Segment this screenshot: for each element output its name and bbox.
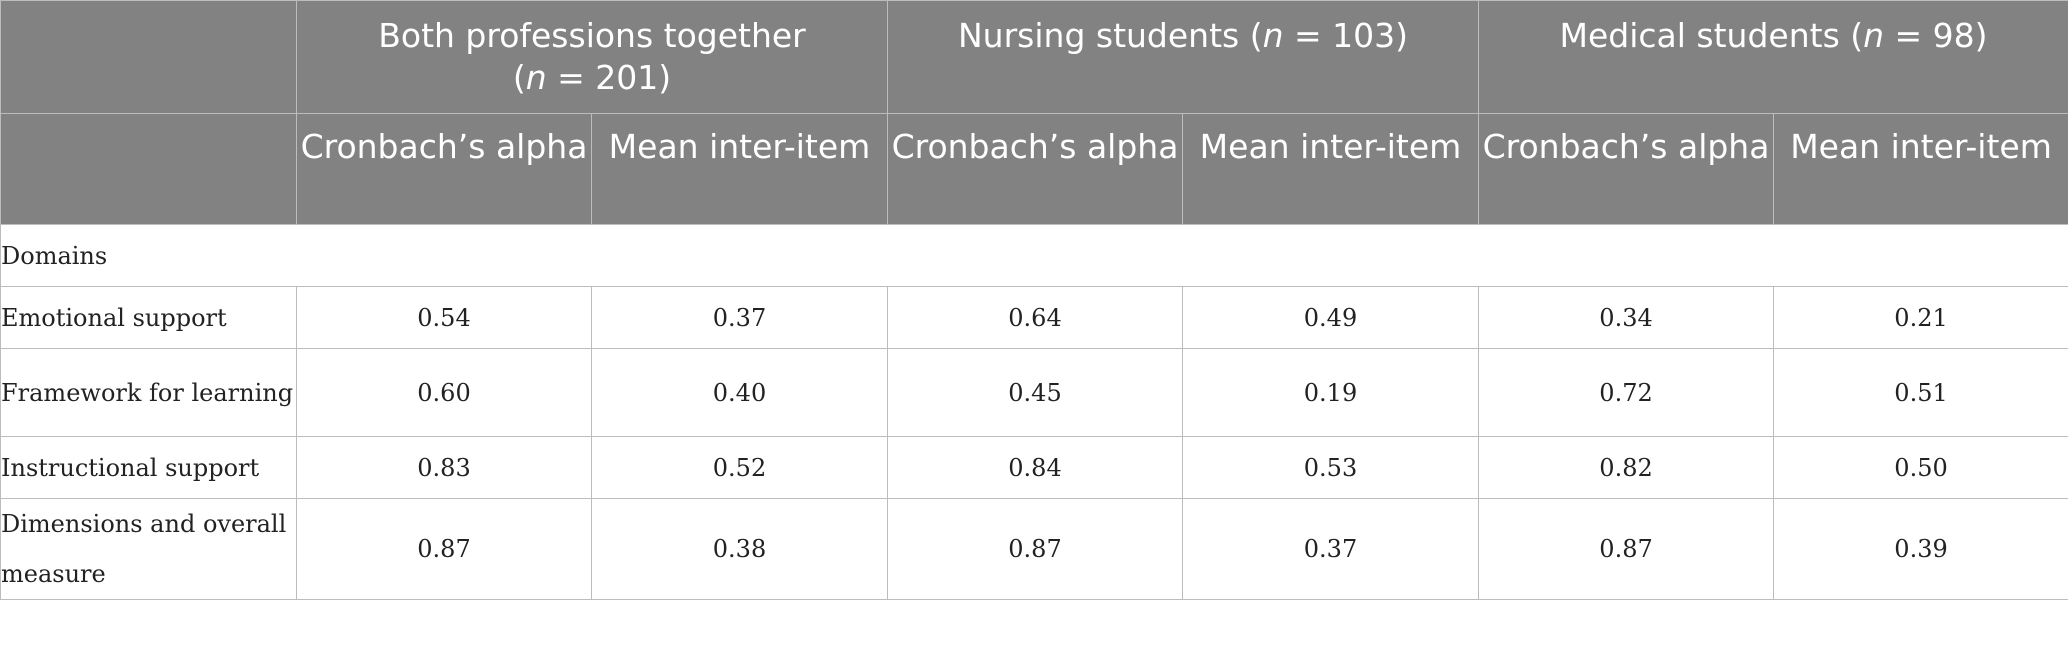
table-cell: 0.50: [1773, 436, 2068, 499]
table-cell: 0.40: [591, 348, 888, 437]
table-cell: 0.87: [1478, 498, 1775, 600]
row-label: Framework for learning: [0, 348, 297, 437]
section-row: Domains: [0, 224, 2068, 287]
group-header-medical: Medical students (n = 98): [1478, 0, 2068, 114]
section-label: Domains: [0, 224, 2068, 287]
table-cell: 0.51: [1773, 348, 2068, 437]
group-header-label: Medical students (: [1559, 16, 1864, 55]
table-cell: 0.39: [1773, 498, 2068, 600]
table-cell: 0.72: [1478, 348, 1775, 437]
table-cell: 0.87: [296, 498, 592, 600]
group-header-both: Both professions together (n = 201): [296, 0, 888, 114]
table-cell: 0.83: [296, 436, 592, 499]
table-cell: 0.38: [591, 498, 888, 600]
table-cell: 0.49: [1181, 286, 1480, 349]
subheader-cell: Cronbach’s alpha: [1478, 113, 1775, 225]
table-cell: 0.60: [296, 348, 592, 437]
subheader-cell: Cronbach’s alpha: [296, 113, 592, 225]
row-label: Emotional support: [0, 286, 297, 349]
table-cell: 0.53: [1181, 436, 1480, 499]
subheader-cell: Mean inter-item: [591, 113, 888, 225]
corner-cell: [0, 113, 297, 225]
group-header-nursing: Nursing students (n = 103): [886, 0, 1480, 114]
table-cell: 0.82: [1478, 436, 1775, 499]
table-cell: 0.45: [887, 348, 1183, 437]
table-row: Dimensions and overall measure 0.87 0.38…: [0, 498, 2068, 600]
table-cell: 0.37: [1181, 498, 1480, 600]
table-cell: 0.64: [887, 286, 1183, 349]
table-row: Instructional support 0.83 0.52 0.84 0.5…: [0, 436, 2068, 499]
subheader-cell: Mean inter-item: [1773, 113, 2068, 225]
subheader-cell: Mean inter-item: [1181, 113, 1480, 225]
reliability-table: Both professions together (n = 201) Nurs…: [0, 0, 2068, 600]
table-row: Emotional support 0.54 0.37 0.64 0.49 0.…: [0, 286, 2068, 349]
table-cell: 0.37: [591, 286, 888, 349]
table-cell: 0.84: [887, 436, 1183, 499]
row-label: Instructional support: [0, 436, 297, 499]
row-label: Dimensions and overall measure: [0, 498, 297, 600]
subheader-cell: Cronbach’s alpha: [887, 113, 1183, 225]
table-cell: 0.21: [1773, 286, 2068, 349]
table-row: Framework for learning 0.60 0.40 0.45 0.…: [0, 348, 2068, 437]
group-header-label: Both professions together: [378, 16, 806, 55]
table-cell: 0.19: [1181, 348, 1480, 437]
table-cell: 0.34: [1478, 286, 1775, 349]
corner-cell: [0, 0, 297, 114]
table-cell: 0.52: [591, 436, 888, 499]
group-header-label: Nursing students (: [958, 16, 1263, 55]
table-cell: 0.87: [887, 498, 1183, 600]
table-cell: 0.54: [296, 286, 592, 349]
